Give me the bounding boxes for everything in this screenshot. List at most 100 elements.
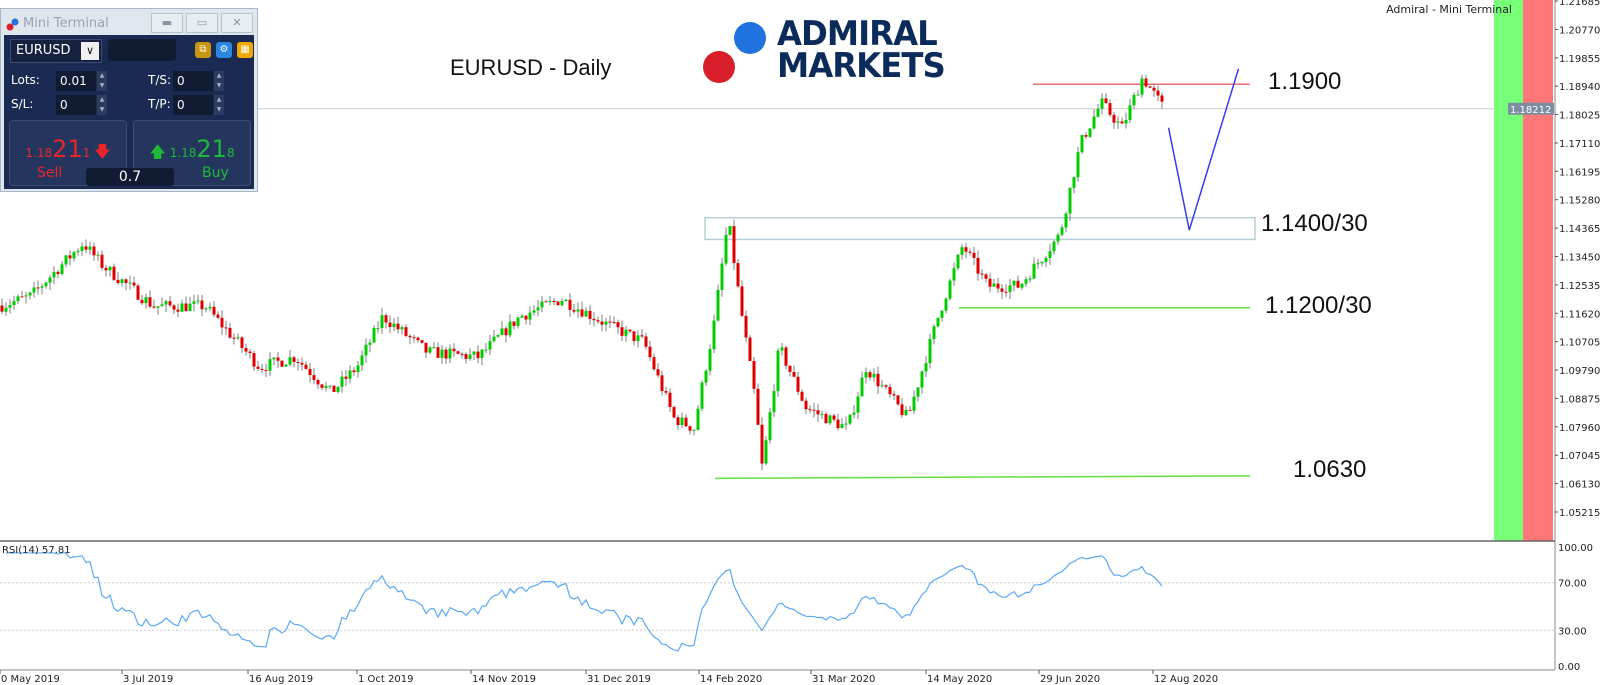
y-tick-label: 1.20770 [1559,25,1600,36]
bearish-candle [152,306,156,308]
bullish-candle [700,382,704,409]
bullish-candle [560,301,564,306]
lots-stepper[interactable]: ▲ ▼ [97,71,107,91]
y-tick-label: 1.18940 [1559,82,1600,93]
bearish-candle [136,285,140,300]
bearish-candle [1152,87,1156,91]
tp-stepper[interactable]: ▲ ▼ [214,95,224,115]
copy-icon[interactable]: ⧉ [195,42,211,58]
bullish-candle [1024,279,1028,284]
bearish-candle [524,315,528,320]
bullish-candle [532,310,536,313]
mini-terminal-window[interactable]: Mini Terminal ▬ ▭ ✕ EURUSD ∨ ⧉ ⚙ ▦ Lots: … [0,8,258,192]
bearish-candle [684,417,688,427]
bullish-candle [920,371,924,388]
tp-input[interactable]: 0 [173,95,213,115]
bearish-candle [896,395,900,405]
buy-label: Buy [202,165,229,181]
bullish-candle [1076,152,1080,178]
bearish-candle [84,246,88,250]
bearish-candle [968,251,972,253]
bearish-candle [116,279,120,284]
bullish-candle [704,370,708,383]
y-tick-label: 1.08875 [1559,394,1600,405]
bearish-candle [92,246,96,256]
bearish-candle [300,362,304,365]
spread-value: 0.7 [86,168,174,186]
bullish-candle [724,234,728,264]
bullish-candle [64,255,68,265]
bearish-candle [212,306,216,315]
sl-input[interactable]: 0 [56,95,96,115]
bearish-candle [908,409,912,411]
bullish-candle [624,329,628,336]
settings-icon[interactable]: ⚙ [216,42,232,58]
bearish-candle [232,337,236,339]
bearish-candle [884,385,888,387]
bullish-candle [712,320,716,350]
bullish-candle [708,349,712,371]
bullish-candle [128,282,132,284]
minimize-button[interactable]: ▬ [151,13,183,33]
bullish-candle [16,296,20,302]
bearish-candle [216,314,220,318]
bearish-candle [964,247,968,252]
y-tick-label: 1.10705 [1559,338,1600,349]
bearish-candle [752,360,756,389]
bullish-candle [864,372,868,378]
bearish-candle [868,372,872,378]
bearish-candle [308,368,312,376]
y-tick-label: 1.07045 [1559,451,1600,462]
bearish-candle [408,335,412,338]
bearish-candle [244,348,248,352]
bearish-candle [976,257,980,274]
bullish-candle [188,303,192,311]
lots-input[interactable]: 0.01 [56,71,96,91]
bearish-candle [988,278,992,287]
bearish-candle [240,337,244,349]
bearish-candle [804,400,808,410]
bearish-candle [280,360,284,367]
bearish-candle [1000,288,1004,292]
ts-stepper[interactable]: ▲ ▼ [214,71,224,91]
bullish-candle [1008,285,1012,293]
bullish-candle [636,335,640,342]
y-tick-label: 1.17110 [1559,139,1600,150]
bearish-candle [648,346,652,358]
bullish-candle [4,307,8,312]
bullish-candle [548,301,552,303]
bullish-candle [376,327,380,329]
bearish-candle [412,337,416,339]
bullish-candle [12,301,16,306]
grid-icon[interactable]: ▦ [237,42,253,58]
bearish-candle [736,263,740,287]
bullish-candle [196,300,200,302]
bullish-candle [584,310,588,317]
bullish-candle [108,266,112,271]
close-button[interactable]: ✕ [221,13,253,33]
sl-stepper[interactable]: ▲ ▼ [97,95,107,115]
bullish-candle [372,327,376,343]
bullish-candle [936,317,940,327]
x-tick-label: 3 Jul 2019 [123,674,173,685]
bearish-candle [592,318,596,321]
maximize-button[interactable]: ▭ [186,13,218,33]
bullish-candle [1036,263,1040,265]
bullish-candle [52,271,56,278]
bearish-candle [332,385,336,393]
bullish-candle [944,298,948,311]
bearish-candle [404,327,408,336]
bullish-candle [680,417,684,425]
bullish-candle [164,301,168,305]
bearish-candle [344,376,348,379]
y-tick-label: 1.15280 [1559,196,1600,207]
bullish-candle [28,292,32,296]
symbol-select[interactable]: EURUSD ∨ [10,39,102,63]
bearish-candle [568,299,572,310]
bullish-candle [1040,261,1044,264]
bearish-candle [252,353,256,367]
bullish-candle [180,303,184,312]
bearish-candle [104,267,108,271]
ts-input[interactable]: 0 [173,71,213,91]
